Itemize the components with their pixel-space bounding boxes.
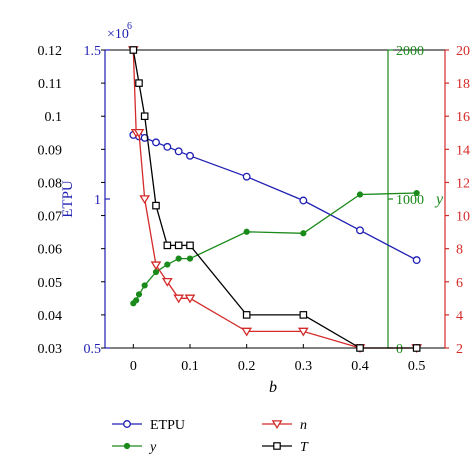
point-t (163, 241, 172, 250)
legend-marker-y (123, 442, 131, 450)
outer-left-tick-label: 0.09 (38, 143, 63, 158)
legend-label-etpu: ETPU (150, 418, 185, 433)
n-tick-label: 20 (456, 44, 470, 59)
point-t (135, 79, 143, 87)
point-t (299, 311, 308, 319)
point-etpu (186, 151, 194, 160)
etpu-tick-label: 1 (94, 193, 101, 208)
etpu-axis-label: ETPU (60, 180, 76, 218)
y-tick-label: 0 (396, 342, 403, 357)
etpu-multiplier-exponent: 6 (127, 21, 132, 32)
point-n (297, 327, 309, 337)
point-t (152, 201, 160, 210)
outer-left-tick-label: 0.06 (38, 243, 63, 258)
point-t (174, 241, 183, 250)
legend-label-n: n (300, 418, 307, 433)
axes-layer: 0.030.040.050.060.070.080.090.10.110.120… (38, 21, 471, 396)
point-etpu (242, 172, 251, 181)
legend-marker-t (273, 442, 281, 450)
n-tick-label: 10 (456, 210, 470, 225)
point-y (243, 228, 250, 235)
x-tick-label: 0.4 (351, 359, 369, 374)
outer-left-tick-label: 0.11 (38, 77, 62, 92)
legend-marker-etpu (123, 420, 131, 428)
x-tick-label: 0.2 (238, 359, 256, 374)
n-tick-label: 18 (456, 77, 470, 92)
point-n (184, 294, 196, 304)
point-y (133, 297, 140, 304)
series-line-t (132, 49, 417, 349)
point-etpu (152, 138, 160, 147)
x-tick-label: 0.1 (181, 359, 199, 374)
point-n (173, 294, 185, 304)
outer-left-tick-label: 0.05 (38, 276, 63, 291)
point-y (164, 261, 171, 268)
y-tick-label: 1000 (396, 193, 424, 208)
x-axis-label: b (269, 379, 277, 396)
x-tick-label: 0.5 (408, 359, 426, 374)
plot-frame (104, 49, 446, 349)
point-etpu (412, 256, 421, 265)
n-tick-label: 14 (456, 143, 470, 158)
legend-label-t: T (300, 440, 309, 455)
point-n (139, 195, 151, 205)
n-tick-label: 8 (456, 243, 463, 258)
point-t (356, 344, 364, 352)
point-t (186, 241, 194, 250)
point-etpu (163, 142, 172, 151)
outer-left-tick-label: 0.07 (38, 210, 63, 225)
point-etpu (356, 226, 364, 235)
series-layer (127, 46, 423, 354)
point-y (413, 189, 420, 197)
n-tick-label: 12 (456, 176, 470, 191)
point-n (133, 128, 145, 138)
n-tick-label: 4 (456, 309, 463, 324)
point-t (412, 344, 421, 352)
point-t (129, 46, 138, 54)
x-tick-label: 0.3 (295, 359, 313, 374)
n-tick-label: 16 (456, 110, 470, 125)
point-t (140, 112, 149, 121)
outer-left-tick-label: 0.03 (38, 342, 63, 357)
point-y (186, 255, 194, 262)
outer-left-tick-label: 0.08 (38, 176, 63, 191)
etpu-tick-label: 0.5 (84, 342, 102, 357)
y-tick-label: 2000 (396, 44, 424, 59)
point-n (150, 261, 162, 271)
point-t (242, 311, 251, 319)
outer-left-tick-label: 0.04 (38, 309, 63, 324)
outer-left-tick-label: 0.12 (38, 44, 63, 59)
point-y (141, 282, 148, 289)
y-axis-label: y (434, 191, 444, 208)
n-tick-label: 6 (456, 276, 463, 291)
legend-label-y: y (148, 440, 157, 455)
legend: ETPU y nT (112, 418, 309, 455)
x-tick-label: 0 (130, 359, 137, 374)
legend-marker-n (271, 420, 283, 430)
etpu-tick-label: 1.5 (84, 44, 102, 59)
point-y (356, 191, 364, 198)
point-y (135, 291, 143, 298)
etpu-multiplier: ×10 (107, 27, 129, 42)
point-y (175, 255, 182, 262)
point-n (161, 277, 173, 287)
point-y (300, 230, 307, 237)
series-line-n (132, 49, 417, 349)
point-etpu (174, 147, 183, 156)
point-n (241, 327, 253, 337)
outer-left-tick-label: 0.1 (45, 110, 63, 125)
n-tick-label: 2 (456, 342, 463, 357)
point-etpu (299, 196, 308, 205)
